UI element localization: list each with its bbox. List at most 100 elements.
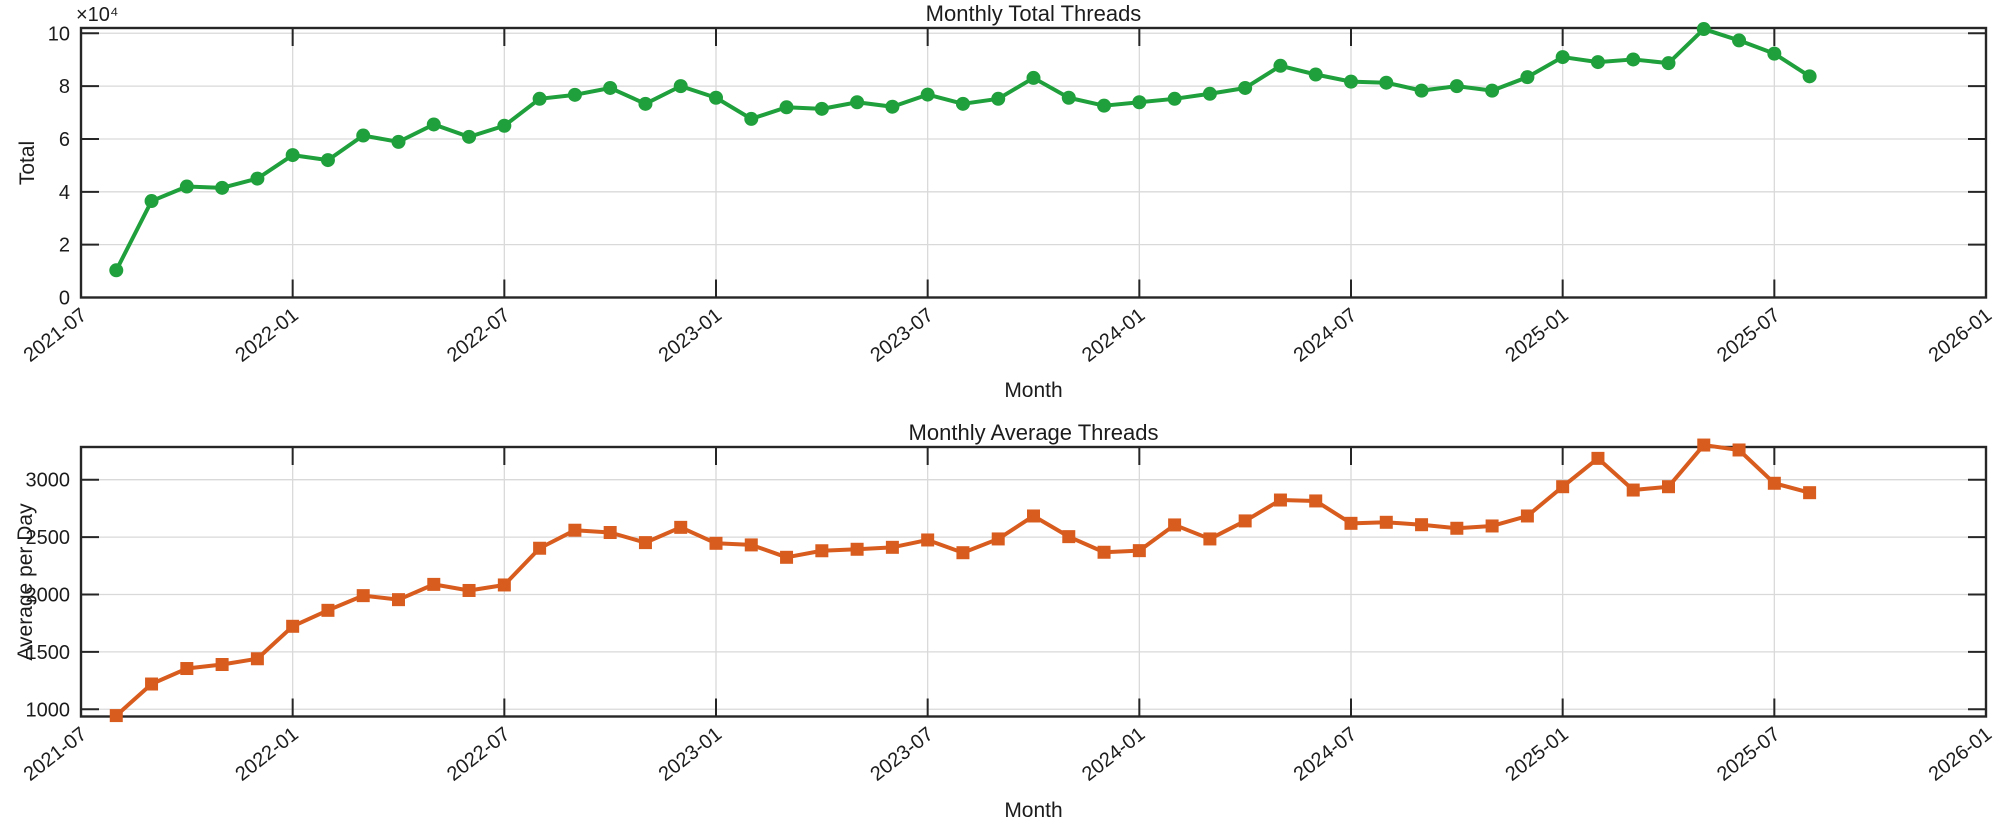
average-threads-marker — [1485, 519, 1499, 533]
x-tick-label: 2026-01 — [1925, 304, 1996, 367]
total-threads-marker — [1449, 79, 1464, 94]
average-threads-marker — [1309, 494, 1323, 508]
total-threads-marker — [1661, 56, 1676, 71]
x-tick-label: 2023-07 — [866, 304, 937, 367]
total-threads-marker — [1555, 50, 1570, 65]
average-threads-marker — [1662, 480, 1675, 494]
x-tick-label: 2025-01 — [1501, 304, 1572, 367]
average-threads-marker — [1626, 483, 1640, 497]
average-threads-marker — [1767, 476, 1781, 490]
average-threads-marker — [145, 677, 159, 691]
average-threads-marker — [815, 544, 829, 558]
average-threads-marker — [744, 538, 758, 552]
x-tick-label: 2022-07 — [443, 723, 514, 786]
total-threads-marker — [1626, 52, 1641, 67]
average-threads-marker — [885, 540, 899, 554]
average-threads-marker — [1062, 530, 1076, 544]
total-threads-marker — [673, 79, 688, 94]
average-threads-marker — [321, 603, 335, 617]
total-threads-marker — [497, 118, 512, 133]
average-threads-marker — [1097, 545, 1111, 559]
average-threads-marker — [850, 542, 864, 556]
total-threads-line — [114, 27, 1812, 273]
total-threads-marker — [109, 263, 124, 278]
x-tick-label: 2025-07 — [1713, 723, 1784, 786]
total-threads-marker — [1732, 33, 1747, 48]
average-threads-marker — [215, 658, 229, 672]
total-threads-marker — [462, 129, 477, 144]
top-x-axis-label: Month — [1004, 379, 1063, 402]
total-threads-marker — [320, 153, 335, 168]
average-threads-marker — [356, 589, 370, 603]
average-threads-marker — [533, 541, 547, 555]
x-tick-label: 2024-07 — [1290, 723, 1361, 786]
axes-box — [79, 26, 1988, 299]
top-chart-title: Monthly Total Threads — [925, 1, 1142, 26]
average-threads-marker — [497, 578, 511, 592]
average-threads-marker — [709, 536, 723, 550]
average-threads-marker — [1732, 443, 1746, 457]
bottom-y-axis-label: Average per Day — [14, 503, 37, 661]
x-tick-label: 2026-01 — [1925, 723, 1996, 786]
bottom-chart-title: Monthly Average Threads — [908, 420, 1159, 445]
y-tick-label: 3000 — [26, 470, 71, 492]
total-threads-marker — [1026, 70, 1041, 85]
average-threads-marker — [780, 550, 794, 564]
average-threads-marker — [1344, 516, 1358, 530]
average-threads-marker — [1238, 514, 1252, 528]
total-threads-marker — [532, 91, 547, 106]
total-threads-marker — [1379, 75, 1394, 90]
average-threads-marker — [1520, 509, 1534, 523]
average-threads-marker — [603, 526, 617, 540]
y-tick-label: 8 — [59, 76, 70, 98]
total-threads-marker — [1202, 86, 1217, 101]
top-y-axis-label: Total — [16, 140, 39, 186]
x-tick-label: 2023-07 — [866, 723, 937, 786]
total-threads-marker — [144, 194, 159, 209]
average-threads-marker — [1168, 518, 1182, 532]
total-threads-marker — [744, 111, 759, 126]
average-threads-marker — [956, 546, 970, 560]
y-tick-label: 1500 — [26, 642, 71, 664]
average-threads-marker — [1697, 438, 1711, 452]
total-threads-marker — [603, 80, 618, 95]
total-threads-marker — [1767, 46, 1782, 61]
total-threads-marker — [426, 117, 441, 132]
y-tick-label: 1000 — [26, 699, 71, 721]
x-tick-label: 2024-07 — [1290, 304, 1361, 367]
y-tick-label: 0 — [59, 288, 70, 310]
average-threads-marker — [991, 532, 1005, 546]
y-tick-label: 2500 — [26, 527, 71, 549]
total-threads-marker — [215, 180, 230, 195]
x-tick-label: 2022-07 — [443, 304, 514, 367]
average-threads-marker — [109, 709, 123, 723]
total-threads-marker — [1167, 91, 1182, 106]
average-threads-marker — [1450, 521, 1464, 535]
total-threads-marker — [955, 96, 970, 111]
x-tick-label: 2023-01 — [655, 723, 726, 786]
total-threads-marker — [1097, 98, 1112, 113]
average-threads-marker — [1379, 515, 1393, 529]
total-threads-marker — [179, 179, 194, 194]
total-threads-marker — [1696, 22, 1711, 37]
total-threads-marker — [391, 134, 406, 149]
average-threads-marker — [638, 536, 652, 550]
x-tick-label: 2023-01 — [655, 304, 726, 367]
total-threads-marker — [779, 100, 794, 115]
total-threads-marker — [1308, 67, 1323, 82]
average-threads-marker — [568, 523, 582, 537]
average-threads-marker — [392, 593, 405, 607]
total-threads-marker — [1061, 90, 1076, 105]
average-threads-marker — [462, 583, 476, 597]
bottom-x-axis-label: Month — [1004, 799, 1063, 822]
average-threads-marker — [1591, 451, 1605, 465]
total-threads-marker — [1344, 74, 1358, 89]
total-threads-marker — [1414, 83, 1429, 98]
y-tick-label: 4 — [59, 182, 70, 204]
axes-box — [79, 445, 1988, 718]
total-threads-marker — [1132, 95, 1147, 110]
average-threads-marker — [1273, 493, 1287, 507]
average-threads-marker — [286, 619, 300, 633]
